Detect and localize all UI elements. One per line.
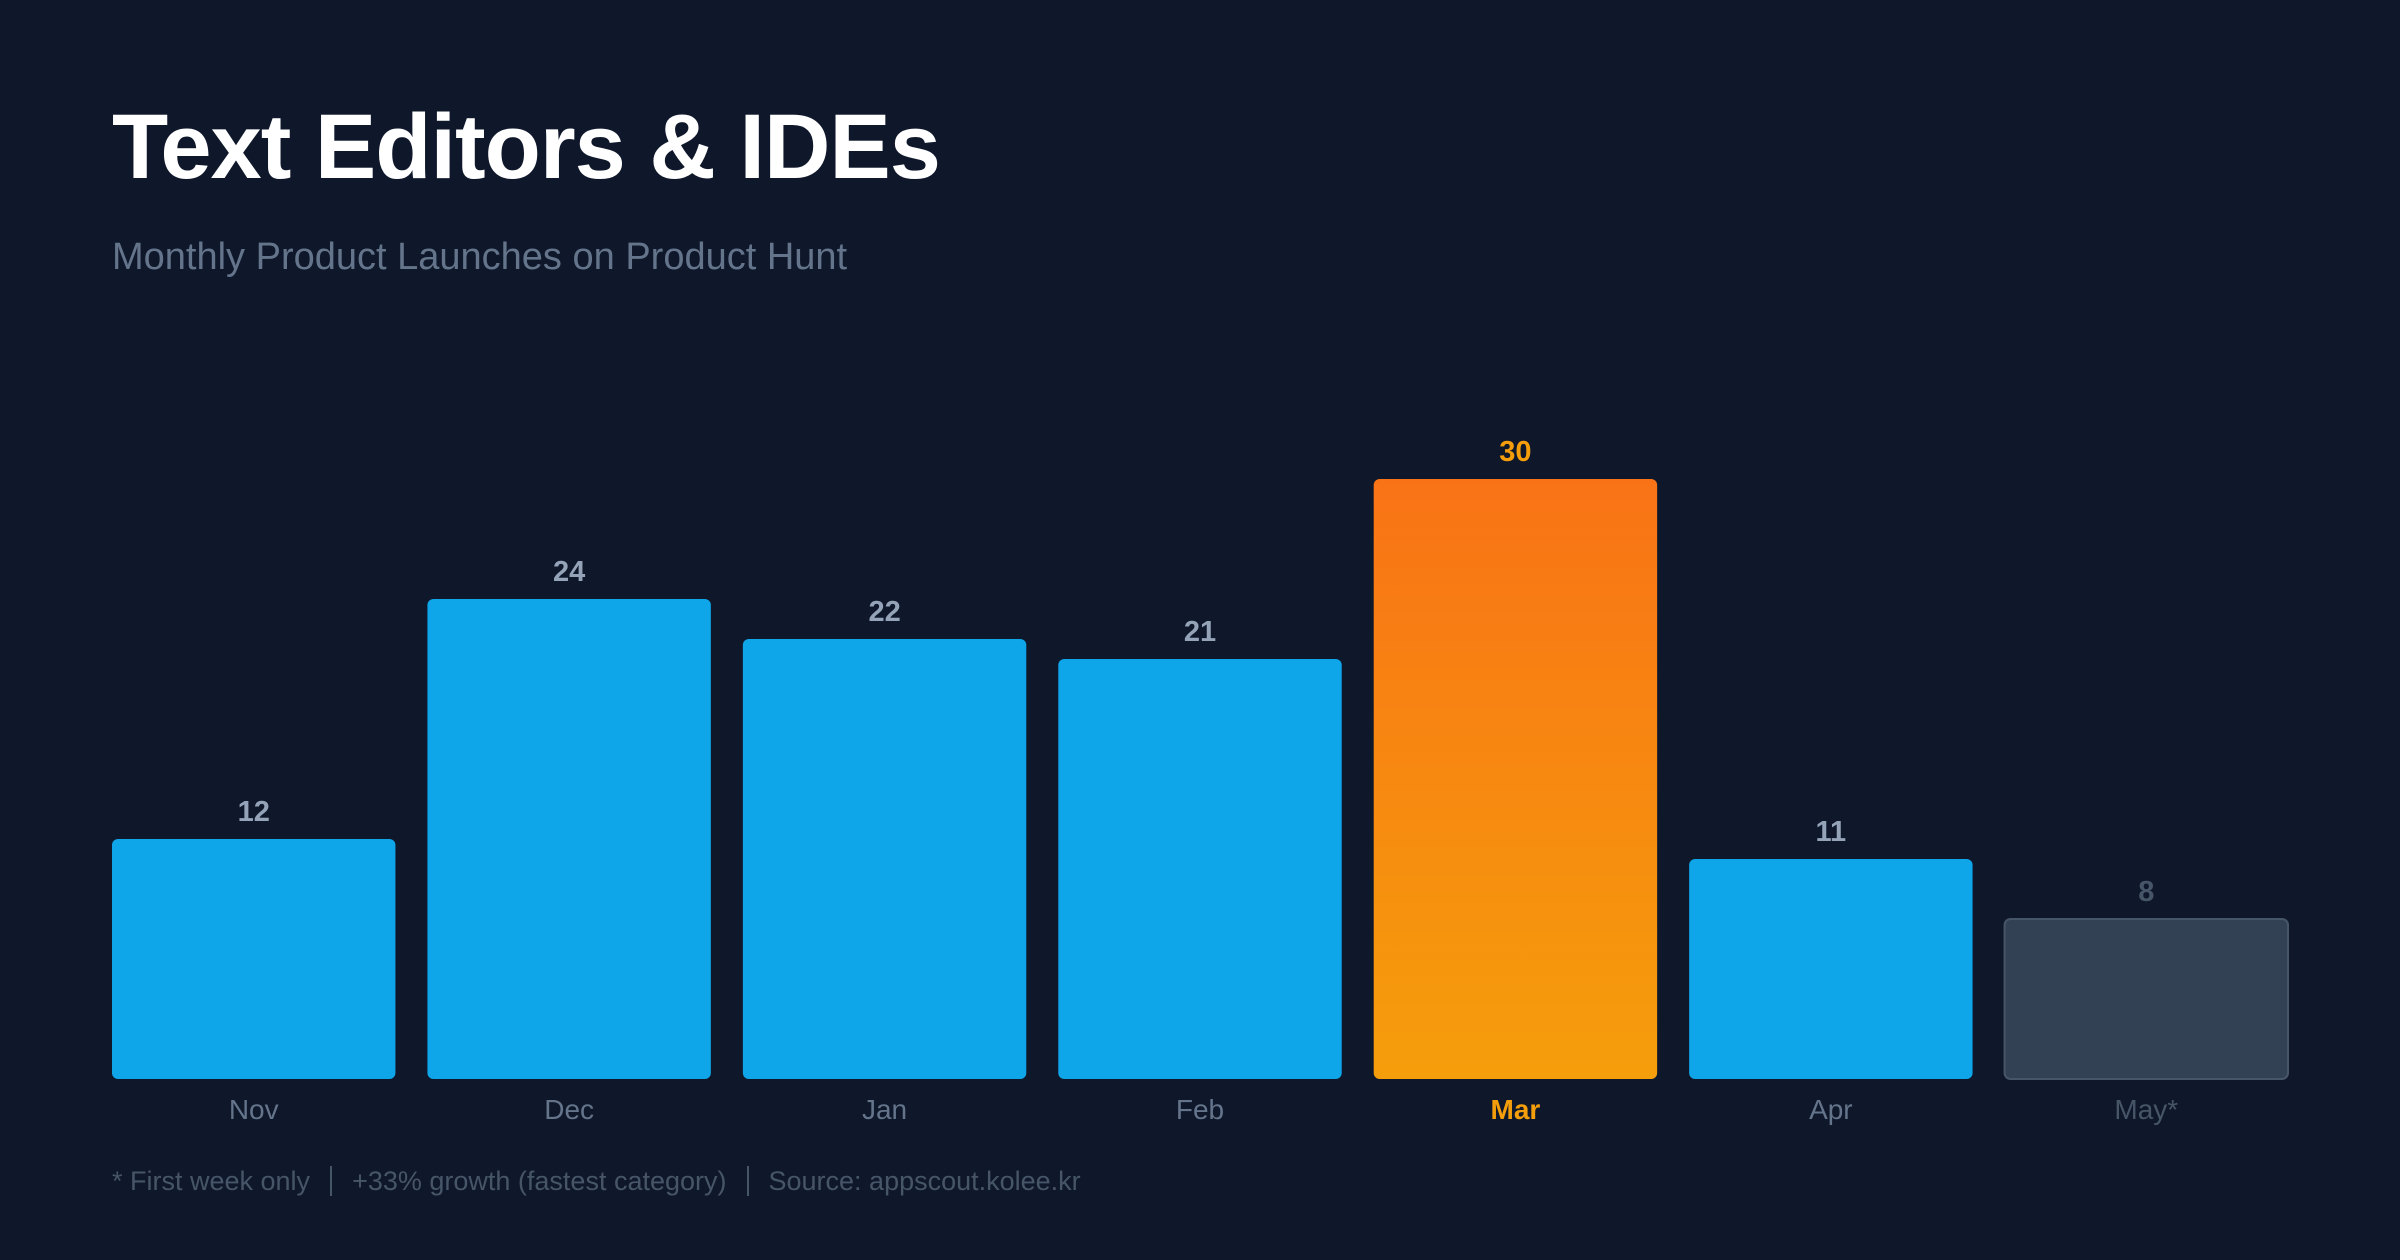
category-tick-label: Jan [862, 1094, 907, 1125]
chart-footnote: * First week only +33% growth (fastest c… [112, 1160, 1081, 1202]
bar-feb [1058, 659, 1342, 1079]
bar-group: 12 Nov 24 Dec 22 Jan 21 Feb 30 Mar 11 Apr 8 May* [112, 436, 2289, 1125]
footnote-partial-note: * First week only [112, 1165, 311, 1196]
bar-value-label: 22 [868, 596, 900, 628]
bar-value-label: 24 [553, 556, 585, 588]
footnote-source: Source: appscout.kolee.kr [768, 1165, 1081, 1196]
footnote-divider [746, 1166, 749, 1196]
bar-dec [427, 599, 711, 1079]
bar-jan [742, 639, 1027, 1079]
chart-subtitle: Monthly Product Launches on Product Hunt [112, 236, 848, 278]
bar-value-label: 11 [1816, 816, 1847, 848]
bar-value-label: 12 [238, 796, 270, 828]
bar-may [2003, 918, 2289, 1080]
bar-apr [1689, 859, 1973, 1079]
chart-title: Text Editors & IDEs [112, 96, 941, 198]
category-tick-label: Mar [1491, 1094, 1541, 1125]
category-tick-label: Feb [1176, 1094, 1224, 1125]
category-tick-label: Dec [544, 1094, 594, 1125]
category-tick-label: Apr [1809, 1094, 1853, 1125]
bar-value-label: 8 [2138, 876, 2154, 908]
bar-value-label: 21 [1184, 616, 1216, 648]
footnote-growth-note: +33% growth (fastest category) [352, 1165, 727, 1196]
bar-value-label: 30 [1499, 436, 1531, 468]
category-tick-label: Nov [229, 1094, 279, 1125]
category-tick-label: May* [2114, 1094, 2178, 1125]
footnote-divider [330, 1166, 333, 1196]
bar-mar [1373, 479, 1658, 1079]
bar-nov [112, 839, 396, 1079]
